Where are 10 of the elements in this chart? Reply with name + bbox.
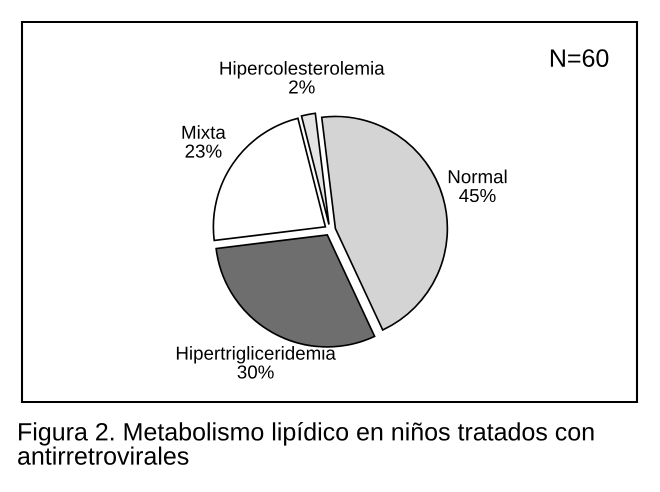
data-label: 30% — [238, 365, 274, 379]
slice-label: Hipercolesterolemia — [220, 61, 385, 78]
text: N=60 — [550, 49, 608, 67]
data-label: 2% — [289, 80, 315, 94]
data-label: 23% — [186, 144, 222, 158]
slice-label: Normal — [448, 170, 506, 184]
slice-label: Mixta — [182, 125, 226, 139]
text: Figura 2. Metabolismo lipídico en niños tratados con antirretrovirales — [18, 422, 594, 465]
data-label: 45% — [459, 188, 496, 202]
slice-label: Hipertrigliceridemia — [176, 346, 336, 364]
